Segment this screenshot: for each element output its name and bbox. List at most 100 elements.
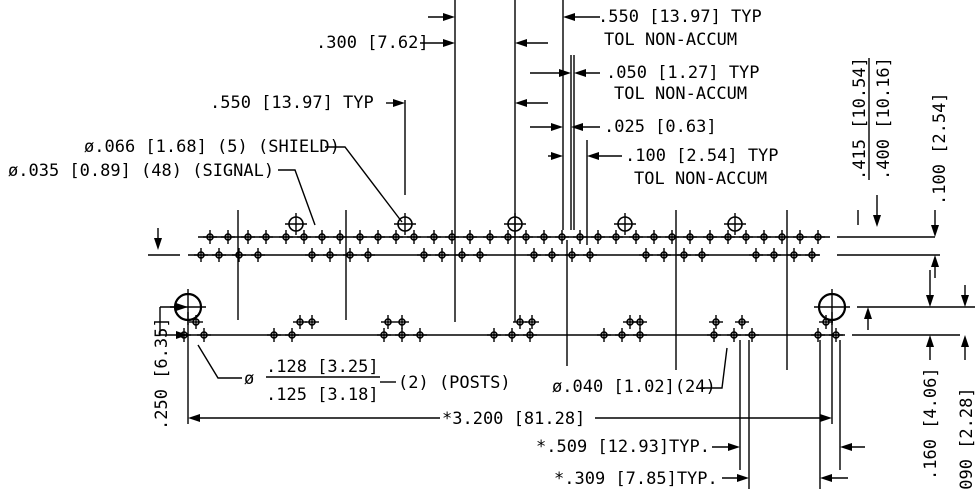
post-row-pin — [525, 315, 539, 329]
signal-pin — [793, 230, 807, 244]
signal-pin — [212, 248, 226, 262]
signal-pin — [297, 230, 311, 244]
post-dim-denominator: .125 [3.18] — [266, 385, 379, 405]
signal-pin — [787, 248, 801, 262]
signal-pin — [455, 248, 469, 262]
signal-pin — [333, 230, 347, 244]
post-dim-suffix: (2) (POSTS) — [398, 373, 511, 393]
label-tol-1: TOL NON-ACCUM — [604, 30, 737, 50]
post-row-pin — [811, 328, 825, 342]
signal-pin — [811, 230, 825, 244]
signal-pin — [259, 230, 273, 244]
shield-pin — [724, 213, 746, 235]
post-row-pin — [413, 328, 427, 342]
label-550-top: .550 [13.97] TYP — [598, 7, 762, 27]
signal-pin — [315, 230, 329, 244]
label-309: *.309 [7.85]TYP. — [554, 469, 718, 489]
signal-pin — [703, 230, 717, 244]
post-row-pin — [597, 328, 611, 342]
post-row-pin — [633, 315, 647, 329]
post-dim-numerator: .128 [3.25] — [266, 357, 379, 377]
post-row-pin — [177, 328, 191, 342]
label-040: ø.040 [1.02](24) — [552, 377, 716, 397]
signal-pin — [483, 230, 497, 244]
post-row-pin — [829, 328, 843, 342]
post-row-pin — [395, 315, 409, 329]
signal-pin — [609, 230, 623, 244]
signal-pin — [629, 230, 643, 244]
label-signal: ø.035 [0.89] (48) (SIGNAL) — [8, 161, 274, 181]
signal-pin — [305, 248, 319, 262]
signal-pin — [583, 248, 597, 262]
pin-layout — [177, 213, 843, 342]
posts — [170, 289, 850, 325]
signal-pin — [361, 248, 375, 262]
signal-pin — [194, 248, 208, 262]
signal-pin — [241, 230, 255, 244]
signal-pin — [639, 248, 653, 262]
dimension-arrows — [154, 13, 969, 482]
signal-pin — [389, 230, 403, 244]
post-row-pin — [523, 328, 537, 342]
signal-pin — [323, 248, 337, 262]
signal-pin — [203, 230, 217, 244]
label-509: *.509 [12.93]TYP. — [536, 437, 710, 457]
post-dia-symbol: ø — [244, 369, 254, 389]
signal-pin — [445, 230, 459, 244]
label-tol-2: TOL NON-ACCUM — [614, 84, 747, 104]
signal-pin — [519, 230, 533, 244]
signal-pin — [757, 230, 771, 244]
signal-pin — [739, 230, 753, 244]
signal-pin — [501, 230, 515, 244]
signal-pin — [721, 230, 735, 244]
post-row-pin — [197, 328, 211, 342]
signal-pin — [417, 248, 431, 262]
row-centerlines — [148, 236, 975, 336]
label-3200: *3.200 [81.28] — [442, 409, 585, 429]
signal-pin — [647, 230, 661, 244]
label-100-right: .100 [2.54] — [930, 92, 950, 205]
signal-pin — [683, 230, 697, 244]
post-row-pin — [633, 328, 647, 342]
post-row-pin — [395, 328, 409, 342]
signal-pin — [695, 248, 709, 262]
dimension-labels: .550 [13.97] TYP TOL NON-ACCUM .300 [7.6… — [8, 7, 975, 489]
post-row-pin — [819, 315, 833, 329]
label-300: .300 [7.62] — [316, 33, 429, 53]
leader-lines — [197, 146, 728, 389]
post-row-pin — [381, 315, 395, 329]
label-415: .415 [10.54] — [850, 57, 870, 180]
label-250: .250 [6.35] — [152, 317, 172, 430]
label-025: .025 [0.63] — [604, 117, 717, 137]
signal-pin — [221, 230, 235, 244]
post-row-pin — [615, 328, 629, 342]
signal-pin — [463, 230, 477, 244]
signal-pin — [805, 248, 819, 262]
signal-pin — [677, 248, 691, 262]
post-row-pin — [709, 315, 723, 329]
label-050: .050 [1.27] TYP — [606, 63, 760, 83]
label-400: .400 [10.16] — [874, 57, 894, 180]
post-row-pin — [735, 315, 749, 329]
signal-pin — [353, 230, 367, 244]
label-100: .100 [2.54] TYP — [625, 146, 779, 166]
signal-pin — [251, 248, 265, 262]
post-row-pin — [727, 328, 741, 342]
signal-pin — [749, 248, 763, 262]
signal-pin — [407, 230, 421, 244]
signal-pin — [435, 248, 449, 262]
signal-pin — [565, 248, 579, 262]
signal-pin — [232, 248, 246, 262]
shield-pin — [614, 213, 636, 235]
post-row-pin — [377, 328, 391, 342]
signal-pin — [527, 248, 541, 262]
signal-pin — [371, 230, 385, 244]
shield-pin — [285, 213, 307, 235]
post-row-pin — [505, 328, 519, 342]
post-row-pin — [293, 315, 307, 329]
shield-pin — [394, 213, 416, 235]
post-row-pin — [707, 328, 721, 342]
label-160: .160 [4.06] — [921, 367, 941, 480]
signal-pin — [775, 230, 789, 244]
